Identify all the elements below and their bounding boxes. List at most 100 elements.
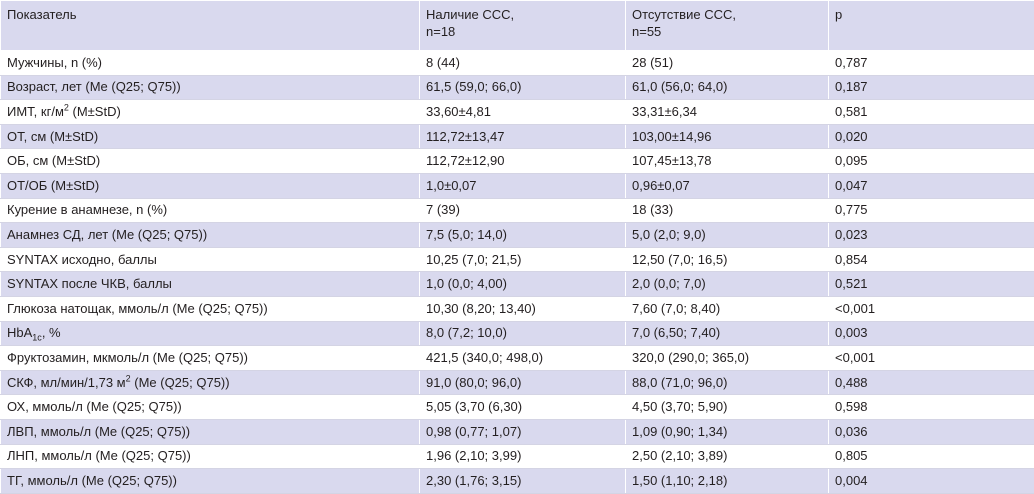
- row-indicator-label: Глюкоза натощак, ммоль/л (Me (Q25; Q75)): [7, 300, 268, 316]
- header-with-ccc-line1: Наличие ССС,: [426, 7, 515, 22]
- table-row: ЛНП, ммоль/л (Me (Q25; Q75)) 1,96 (2,10; …: [0, 443, 1034, 470]
- row-indicator-label-suffix: (M±StD): [68, 103, 121, 119]
- without-ccc-value: 12,50 (7,0; 16,5): [625, 246, 829, 273]
- table-row: ОХ, ммоль/л (Me (Q25; Q75)) 5,05 (3,70 (6…: [0, 394, 1034, 420]
- without-ccc-value: 2,0 (0,0; 7,0): [625, 271, 829, 297]
- p-value: 0,581: [828, 99, 1034, 125]
- header-indicator-line1: Показатель: [7, 7, 77, 22]
- p-value: 0,488: [828, 369, 1034, 396]
- header-with-ccc: Наличие ССС, n=18: [419, 0, 626, 51]
- p-value: 0,020: [828, 123, 1034, 150]
- row-indicator-cell: ЛНП, ммоль/л (Me (Q25; Q75)): [0, 443, 420, 470]
- p-value: 0,521: [828, 271, 1034, 297]
- row-indicator-cell: ЛВП, ммоль/л (Me (Q25; Q75)): [0, 418, 420, 445]
- row-indicator-superscript: 2: [63, 102, 69, 113]
- row-indicator-cell: Курение в анамнезе, n (%): [0, 197, 420, 224]
- p-value: <0,001: [828, 295, 1034, 322]
- with-ccc-value: 5,05 (3,70 (6,30): [419, 394, 626, 420]
- header-p-value: p: [828, 0, 1034, 51]
- row-indicator-label: ЛНП, ммоль/л (Me (Q25; Q75)): [7, 448, 191, 464]
- without-ccc-value: 33,31±6,34: [625, 99, 829, 125]
- p-value: 0,023: [828, 222, 1034, 248]
- with-ccc-value: 33,60±4,81: [419, 99, 626, 125]
- row-indicator-label: Курение в анамнезе, n (%): [7, 202, 168, 218]
- with-ccc-value: 91,0 (80,0; 96,0): [419, 369, 626, 396]
- without-ccc-value: 0,96±0,07: [625, 172, 829, 199]
- with-ccc-value: 1,96 (2,10; 3,99): [419, 443, 626, 470]
- p-value: 0,004: [828, 468, 1034, 494]
- row-indicator-label: ОБ, см (M±StD): [7, 153, 101, 169]
- row-indicator-label: ОХ, ммоль/л (Me (Q25; Q75)): [7, 399, 182, 415]
- row-indicator-label: SYNTAX исходно, баллы: [7, 251, 157, 267]
- with-ccc-value: 10,25 (7,0; 21,5): [419, 246, 626, 273]
- without-ccc-value: 7,0 (6,50; 7,40): [625, 320, 829, 347]
- table-row: Возраст, лет (Me (Q25; Q75)) 61,5 (59,0; …: [0, 74, 1034, 101]
- table-row: ОТ/ОБ (M±StD) 1,0±0,07 0,96±0,07 0,047: [0, 172, 1034, 199]
- table-row: ТГ, ммоль/л (Me (Q25; Q75)) 2,30 (1,76; 3…: [0, 468, 1034, 494]
- p-value: 0,003: [828, 320, 1034, 347]
- p-value: 0,047: [828, 172, 1034, 199]
- row-indicator-cell: ОБ, см (M±StD): [0, 148, 420, 174]
- p-value: 0,598: [828, 394, 1034, 420]
- row-indicator-cell: СКФ, мл/мин/1,73 м2 (Me (Q25; Q75)): [0, 369, 420, 396]
- row-indicator-cell: Фруктозамин, мкмоль/л (Me (Q25; Q75)): [0, 345, 420, 371]
- row-indicator-cell: ОТ/ОБ (M±StD): [0, 172, 420, 199]
- header-row: Показатель Наличие ССС, n=18 Отсутствие …: [0, 0, 1034, 51]
- without-ccc-value: 5,0 (2,0; 9,0): [625, 222, 829, 248]
- with-ccc-value: 7 (39): [419, 197, 626, 224]
- row-indicator-label: Возраст, лет (Me (Q25; Q75)): [7, 79, 181, 95]
- header-without-ccc-line2: n=55: [632, 24, 662, 39]
- row-indicator-label: Анамнез СД, лет (Me (Q25; Q75)): [7, 226, 208, 242]
- without-ccc-value: 1,09 (0,90; 1,34): [625, 418, 829, 445]
- row-indicator-cell: Возраст, лет (Me (Q25; Q75)): [0, 74, 420, 101]
- p-value: 0,787: [828, 50, 1034, 76]
- table-row: ИМТ, кг/м2 (M±StD) 33,60±4,81 33,31±6,34 0,…: [0, 99, 1034, 125]
- table-row: Глюкоза натощак, ммоль/л (Me (Q25; Q75))…: [0, 295, 1034, 322]
- row-indicator-cell: ОХ, ммоль/л (Me (Q25; Q75)): [0, 394, 420, 420]
- header-p-line1: p: [835, 7, 843, 22]
- row-indicator-label: ТГ, ммоль/л (Me (Q25; Q75)): [7, 472, 177, 488]
- row-indicator-label: СКФ, мл/мин/1,73 м: [7, 374, 126, 390]
- p-value: 0,805: [828, 443, 1034, 470]
- row-indicator-superscript: 2: [125, 373, 131, 384]
- p-value: <0,001: [828, 345, 1034, 371]
- p-value: 0,854: [828, 246, 1034, 273]
- header-without-ccc: Отсутствие ССС, n=55: [625, 0, 829, 51]
- with-ccc-value: 8 (44): [419, 50, 626, 76]
- row-indicator-label: ОТ, см (M±StD): [7, 128, 99, 144]
- header-indicator: Показатель: [0, 0, 420, 51]
- without-ccc-value: 107,45±13,78: [625, 148, 829, 174]
- row-indicator-subscript: 1c: [32, 332, 42, 343]
- with-ccc-value: 61,5 (59,0; 66,0): [419, 74, 626, 101]
- header-with-ccc-line2: n=18: [426, 24, 456, 39]
- without-ccc-value: 7,60 (7,0; 8,40): [625, 295, 829, 322]
- with-ccc-value: 1,0 (0,0; 4,00): [419, 271, 626, 297]
- table-row: SYNTAX после ЧКВ, баллы 1,0 (0,0; 4,00) 2,…: [0, 271, 1034, 297]
- table-body: Мужчины, n (%) 8 (44) 28 (51) 0,787 Возраст,…: [0, 50, 1034, 494]
- without-ccc-value: 2,50 (2,10; 3,89): [625, 443, 829, 470]
- with-ccc-value: 112,72±12,90: [419, 148, 626, 174]
- table-row: ЛВП, ммоль/л (Me (Q25; Q75)) 0,98 (0,77; …: [0, 418, 1034, 445]
- header-without-ccc-line1: Отсутствие ССС,: [632, 7, 736, 22]
- without-ccc-value: 88,0 (71,0; 96,0): [625, 369, 829, 396]
- table-row: SYNTAX исходно, баллы 10,25 (7,0; 21,5) 12…: [0, 246, 1034, 273]
- row-indicator-cell: HbA1c, %: [0, 320, 420, 347]
- row-indicator-label: HbA: [7, 325, 33, 341]
- with-ccc-value: 0,98 (0,77; 1,07): [419, 418, 626, 445]
- row-indicator-label: ЛВП, ммоль/л (Me (Q25; Q75)): [7, 423, 191, 439]
- row-indicator-label: ИМТ, кг/м: [7, 103, 64, 119]
- without-ccc-value: 1,50 (1,10; 2,18): [625, 468, 829, 494]
- row-indicator-label: ОТ/ОБ (M±StD): [7, 177, 100, 193]
- p-value: 0,187: [828, 74, 1034, 101]
- without-ccc-value: 103,00±14,96: [625, 123, 829, 150]
- with-ccc-value: 2,30 (1,76; 3,15): [419, 468, 626, 494]
- without-ccc-value: 4,50 (3,70; 5,90): [625, 394, 829, 420]
- row-indicator-cell: SYNTAX после ЧКВ, баллы: [0, 271, 420, 297]
- row-indicator-cell: ОТ, см (M±StD): [0, 123, 420, 150]
- table-row: Курение в анамнезе, n (%) 7 (39) 18 (33) 0,…: [0, 197, 1034, 224]
- with-ccc-value: 1,0±0,07: [419, 172, 626, 199]
- table-row: HbA1c, % 8,0 (7,2; 10,0) 7,0 (6,50; 7,40) 0…: [0, 320, 1034, 347]
- table-header: Показатель Наличие ССС, n=18 Отсутствие …: [0, 0, 1034, 51]
- table-row: ОБ, см (M±StD) 112,72±12,90 107,45±13,78 0,…: [0, 148, 1034, 174]
